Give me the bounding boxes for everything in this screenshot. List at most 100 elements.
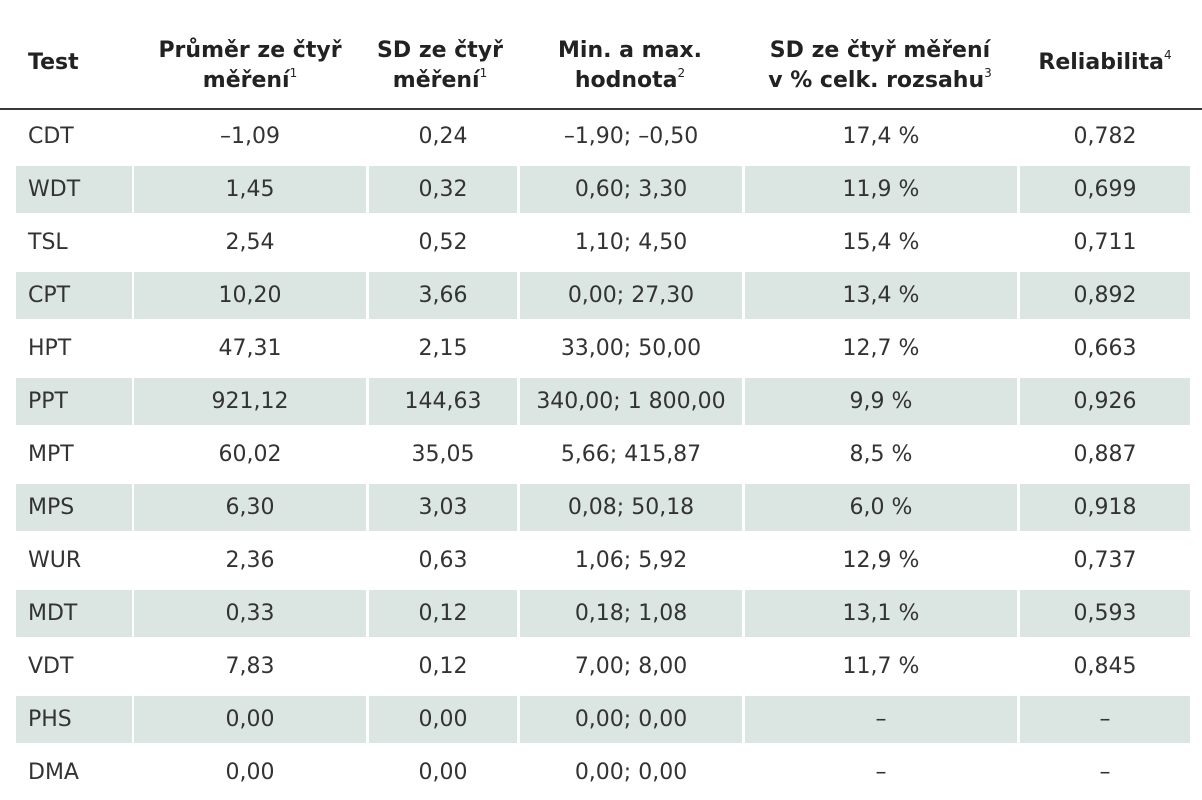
cell-sd-percent: – <box>745 696 1017 743</box>
cell-test: MPT <box>28 442 74 467</box>
table-row: TSL 2,54 0,52 1,10; 4,50 15,4 % 0,711 <box>0 216 1202 269</box>
cell-test: CDT <box>28 124 74 149</box>
cell-test: TSL <box>28 230 68 255</box>
table-row: HPT 47,31 2,15 33,00; 50,00 12,7 % 0,663 <box>0 322 1202 375</box>
cell-minmax: 7,00; 8,00 <box>574 654 688 679</box>
cell-reliability: – <box>1020 696 1190 743</box>
header-reliability: Reliabilita4 <box>1020 48 1190 78</box>
cell-reliability: 0,699 <box>1020 166 1190 213</box>
footnote-marker: 2 <box>677 66 686 80</box>
header-mean-line2: měření <box>202 68 290 93</box>
cell-mean: 0,00 <box>134 696 366 743</box>
cell-test: PHS <box>16 696 132 743</box>
table-row: WDT 1,45 0,32 0,60; 3,30 11,9 % 0,699 <box>0 163 1202 216</box>
cell-sd-percent: 11,9 % <box>745 166 1017 213</box>
cell-test: WDT <box>16 166 132 213</box>
cell-sd: 0,00 <box>369 696 517 743</box>
cell-mean: 7,83 <box>225 654 275 679</box>
cell-reliability: 0,918 <box>1020 484 1190 531</box>
cell-minmax: 0,08; 50,18 <box>520 484 742 531</box>
cell-sd: 2,15 <box>418 336 468 361</box>
cell-minmax: 1,10; 4,50 <box>574 230 688 255</box>
header-sdpct-line1: SD ze čtyř měření <box>769 38 991 63</box>
header-sd-line2: měření <box>392 68 480 93</box>
cell-sd-percent: 12,7 % <box>842 336 920 361</box>
header-minmax: Min. a max. hodnota2 <box>520 36 740 96</box>
cell-sd-percent: 9,9 % <box>745 378 1017 425</box>
cell-mean: 2,54 <box>225 230 275 255</box>
cell-minmax: 33,00; 50,00 <box>560 336 702 361</box>
cell-sd: 3,66 <box>369 272 517 319</box>
header-sdpct-line2-wrap: v % celk. rozsahu3 <box>745 66 1015 96</box>
header-sd-line1: SD ze čtyř <box>377 38 503 63</box>
cell-sd: 0,52 <box>418 230 468 255</box>
header-minmax-line2: hodnota <box>574 68 678 93</box>
cell-mean: –1,09 <box>220 124 280 149</box>
cell-reliability: 0,593 <box>1020 590 1190 637</box>
cell-sd-percent: 17,4 % <box>842 124 920 149</box>
cell-sd-percent: 13,4 % <box>745 272 1017 319</box>
cell-sd: 0,00 <box>418 760 468 785</box>
cell-sd-percent: 6,0 % <box>745 484 1017 531</box>
cell-reliability: 0,711 <box>1073 230 1137 255</box>
header-rel-wrap: Reliabilita4 <box>1020 48 1190 78</box>
header-minmax-line2-wrap: hodnota2 <box>520 66 740 96</box>
cell-minmax: 0,00; 0,00 <box>520 696 742 743</box>
cell-reliability: – <box>1099 760 1111 785</box>
header-rel-label: Reliabilita <box>1038 50 1164 75</box>
cell-sd-percent: 15,4 % <box>842 230 920 255</box>
cell-mean: 921,12 <box>134 378 366 425</box>
cell-mean: 60,02 <box>218 442 282 467</box>
cell-reliability: 0,782 <box>1073 124 1137 149</box>
header-sdpct-line2: v % celk. rozsahu <box>768 68 985 93</box>
footnote-marker: 3 <box>984 66 992 80</box>
cell-minmax: 0,00; 0,00 <box>574 760 688 785</box>
table-row: DMA 0,00 0,00 0,00; 0,00 – – <box>0 746 1202 799</box>
cell-test: VDT <box>28 654 74 679</box>
cell-mean: 2,36 <box>225 548 275 573</box>
cell-sd: 144,63 <box>369 378 517 425</box>
cell-sd: 0,12 <box>418 654 468 679</box>
table-body: CDT –1,09 0,24 –1,90; –0,50 17,4 % 0,782… <box>0 110 1202 799</box>
cell-minmax: 5,66; 415,87 <box>560 442 702 467</box>
cell-minmax: 0,60; 3,30 <box>520 166 742 213</box>
cell-test: MPS <box>16 484 132 531</box>
header-test-label: Test <box>28 50 79 75</box>
table-row: PPT 921,12 144,63 340,00; 1 800,00 9,9 %… <box>0 375 1202 428</box>
cell-reliability: 0,926 <box>1020 378 1190 425</box>
header-sd-line2-wrap: měření1 <box>360 66 520 96</box>
cell-reliability: 0,663 <box>1073 336 1137 361</box>
cell-reliability: 0,737 <box>1073 548 1137 573</box>
header-sd-percent: SD ze čtyř měření v % celk. rozsahu3 <box>745 36 1015 96</box>
cell-test: PPT <box>16 378 132 425</box>
cell-minmax: 340,00; 1 800,00 <box>520 378 742 425</box>
cell-test: CPT <box>16 272 132 319</box>
cell-minmax: –1,90; –0,50 <box>563 124 699 149</box>
header-sd: SD ze čtyř měření1 <box>360 36 520 96</box>
table-row: CDT –1,09 0,24 –1,90; –0,50 17,4 % 0,782 <box>0 110 1202 163</box>
header-mean-line2-wrap: měření1 <box>130 66 370 96</box>
cell-reliability: 0,845 <box>1073 654 1137 679</box>
table-header: Test Průměr ze čtyř měření1 SD ze čtyř m… <box>0 0 1202 110</box>
footnote-marker: 4 <box>1163 48 1172 62</box>
footnote-marker: 1 <box>289 66 298 80</box>
cell-test: DMA <box>28 760 79 785</box>
header-mean-line1: Průměr ze čtyř <box>158 38 342 63</box>
footnote-marker: 1 <box>479 66 488 80</box>
table-row: MPS 6,30 3,03 0,08; 50,18 6,0 % 0,918 <box>0 481 1202 534</box>
header-mean: Průměr ze čtyř měření1 <box>130 36 370 96</box>
cell-sd: 0,24 <box>418 124 468 149</box>
cell-sd: 0,63 <box>418 548 468 573</box>
cell-minmax: 0,00; 27,30 <box>520 272 742 319</box>
table-row: MPT 60,02 35,05 5,66; 415,87 8,5 % 0,887 <box>0 428 1202 481</box>
cell-sd: 35,05 <box>411 442 475 467</box>
cell-test: MDT <box>16 590 132 637</box>
cell-sd-percent: 8,5 % <box>849 442 913 467</box>
cell-mean: 0,33 <box>134 590 366 637</box>
cell-sd-percent: – <box>875 760 887 785</box>
table-row: VDT 7,83 0,12 7,00; 8,00 11,7 % 0,845 <box>0 640 1202 693</box>
cell-test: WUR <box>28 548 82 573</box>
cell-sd: 0,32 <box>369 166 517 213</box>
table-row: PHS 0,00 0,00 0,00; 0,00 – – <box>0 693 1202 746</box>
cell-reliability: 0,892 <box>1020 272 1190 319</box>
